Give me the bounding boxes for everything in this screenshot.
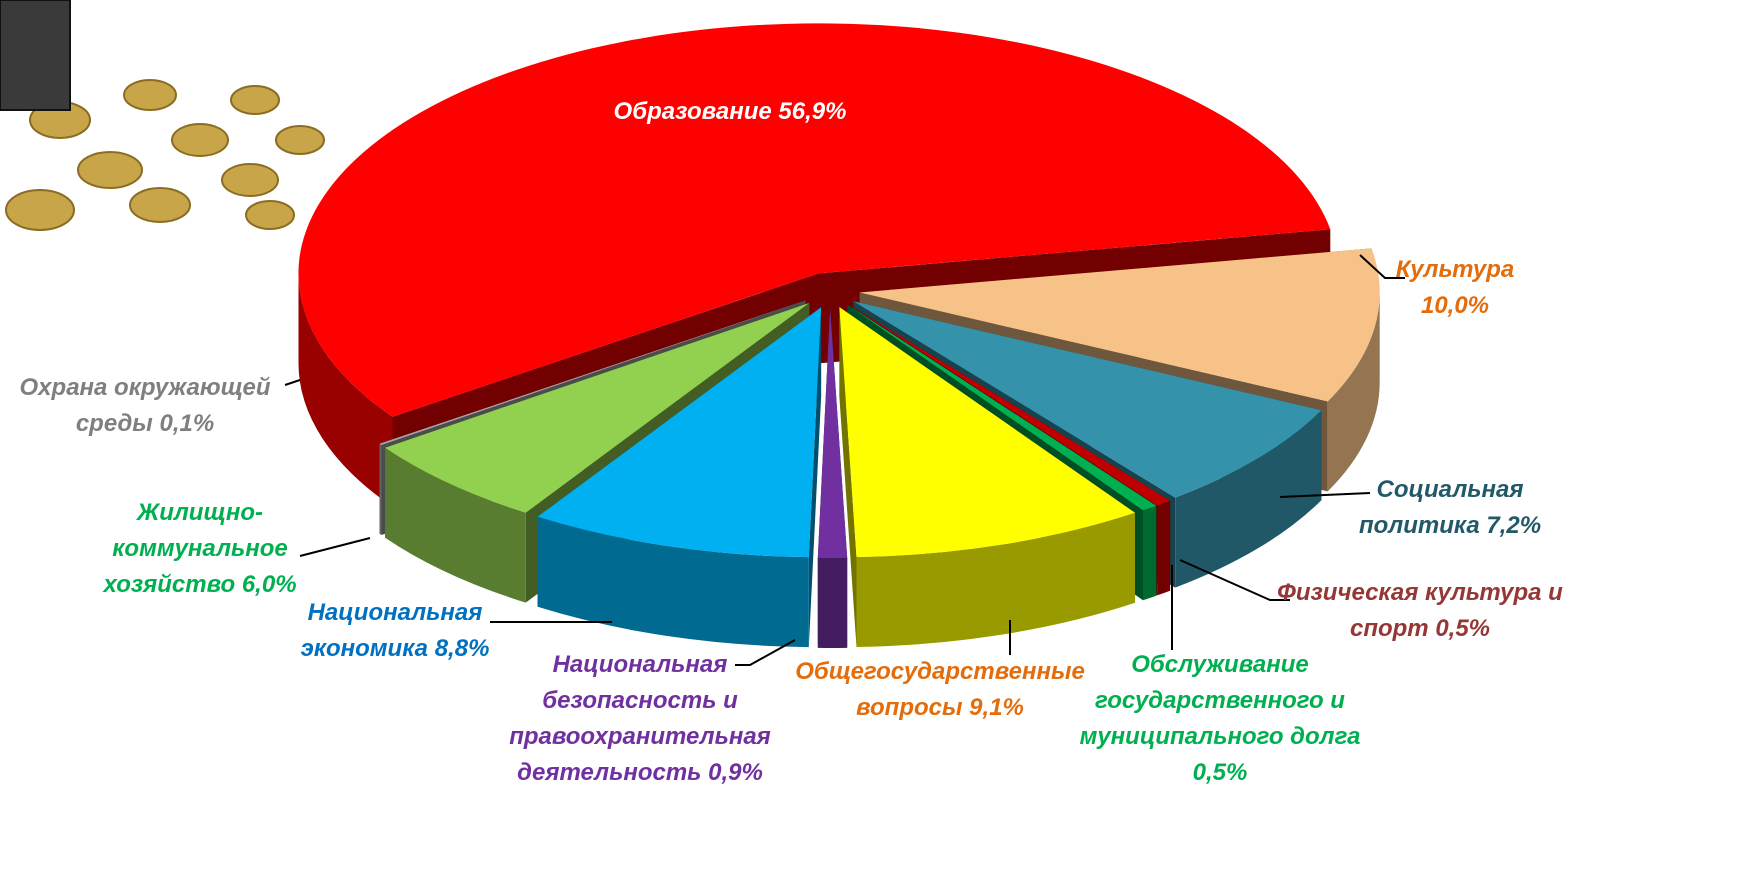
category-name: Образование (614, 98, 772, 125)
category-name: Общегосударственные вопросы (795, 658, 1085, 721)
category-name: Культура (1396, 256, 1514, 283)
slice-label: Физическая культура и спорт 0,5% (1275, 575, 1565, 647)
slice-label: Социальная политика 7,2% (1350, 472, 1550, 544)
value-label: 0,1% (159, 410, 214, 437)
value-label: 0,5% (1435, 615, 1490, 642)
value-label: 7,2% (1486, 512, 1541, 539)
slice-label: Жилищно-коммунальное хозяйство 6,0% (95, 495, 305, 603)
value-label: 8,8% (435, 635, 490, 662)
slice-wall (818, 558, 847, 648)
slice-label: Национальная экономика 8,8% (290, 595, 500, 667)
value-label: 6,0% (242, 571, 297, 598)
value-label: 0,9% (708, 759, 763, 786)
leader-line (285, 380, 300, 385)
slice-wall (1143, 506, 1156, 601)
leader-line (300, 538, 370, 556)
category-name: Обслуживание государственного и муниципа… (1080, 651, 1361, 750)
slice-label: Обслуживание государственного и муниципа… (1060, 647, 1380, 791)
value-label: 56,9% (778, 98, 846, 125)
slice-label: Образование 56,9% (430, 94, 1030, 130)
slice-label: Национальная безопасность и правоохранит… (490, 647, 790, 791)
chart: Образование 56,9% Культура 10,0% Социальна… (0, 0, 1748, 872)
value-label: 9,1% (969, 694, 1024, 721)
slice-label: Охрана окружающей среды 0,1% (5, 370, 285, 442)
slice-wall (1157, 501, 1170, 596)
slice-label: Культура 10,0% (1385, 252, 1525, 324)
value-label: 10,0% (1421, 292, 1489, 319)
category-name: Физическая культура и спорт (1277, 579, 1563, 642)
category-name: Охрана окружающей среды (20, 374, 271, 437)
value-label: 0,5% (1193, 759, 1248, 786)
slice-wall (380, 444, 382, 535)
slice-label: Общегосударственные вопросы 9,1% (790, 654, 1090, 726)
coins-decoration (0, 0, 324, 230)
